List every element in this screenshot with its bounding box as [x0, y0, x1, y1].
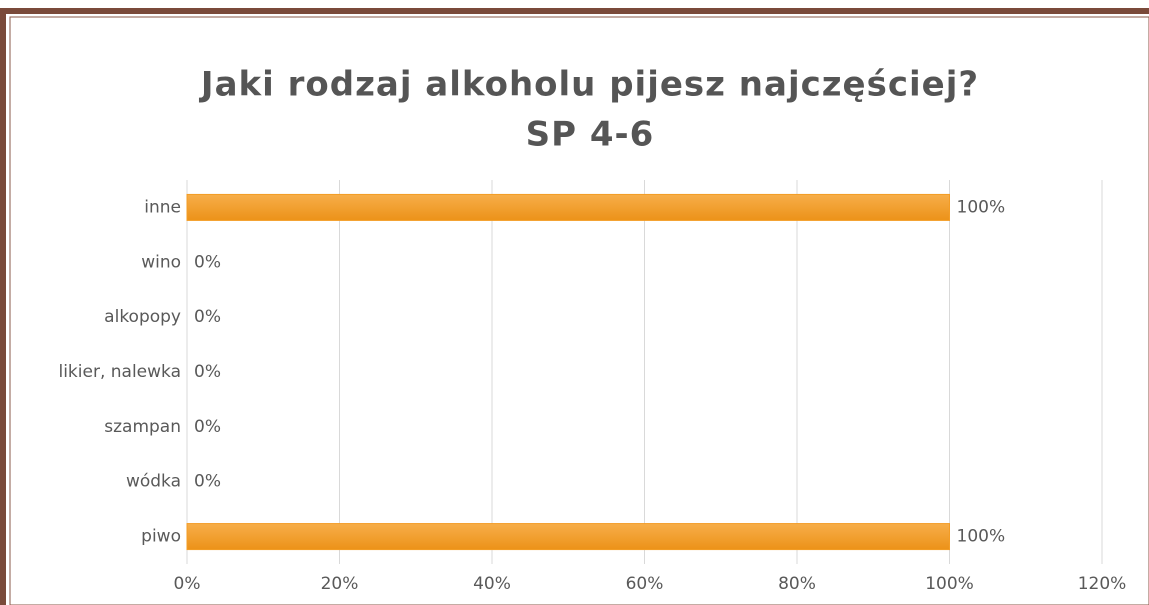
y-tick-label: piwo — [141, 527, 181, 547]
frame-left — [0, 8, 6, 605]
x-tick-label: 40% — [473, 574, 511, 594]
data-label: 0% — [194, 307, 221, 327]
chart-title: Jaki rodzaj alkoholu pijesz najczęściej? — [199, 65, 979, 105]
bar — [186, 193, 950, 221]
frame-top — [0, 8, 1149, 14]
y-tick-label: inne — [144, 197, 181, 217]
bar — [186, 523, 950, 551]
data-label: 0% — [194, 417, 221, 437]
data-label: 0% — [194, 252, 221, 272]
x-tick-label: 100% — [925, 574, 974, 594]
y-tick-label: szampan — [104, 417, 181, 437]
data-label: 100% — [957, 527, 1006, 547]
data-label: 0% — [194, 362, 221, 382]
y-tick-label: alkopopy — [104, 307, 181, 327]
x-tick-label: 20% — [321, 574, 359, 594]
chart-title: SP 4-6 — [526, 115, 655, 155]
x-tick-label: 80% — [778, 574, 816, 594]
x-tick-label: 60% — [626, 574, 664, 594]
y-tick-label: likier, nalewka — [58, 362, 181, 382]
x-tick-label: 120% — [1078, 574, 1127, 594]
y-tick-label: wódka — [126, 472, 181, 492]
frame-inner — [9, 16, 1149, 605]
x-tick-label: 0% — [174, 574, 201, 594]
data-label: 0% — [194, 472, 221, 492]
data-label: 100% — [957, 197, 1006, 217]
y-tick-label: wino — [141, 252, 181, 272]
